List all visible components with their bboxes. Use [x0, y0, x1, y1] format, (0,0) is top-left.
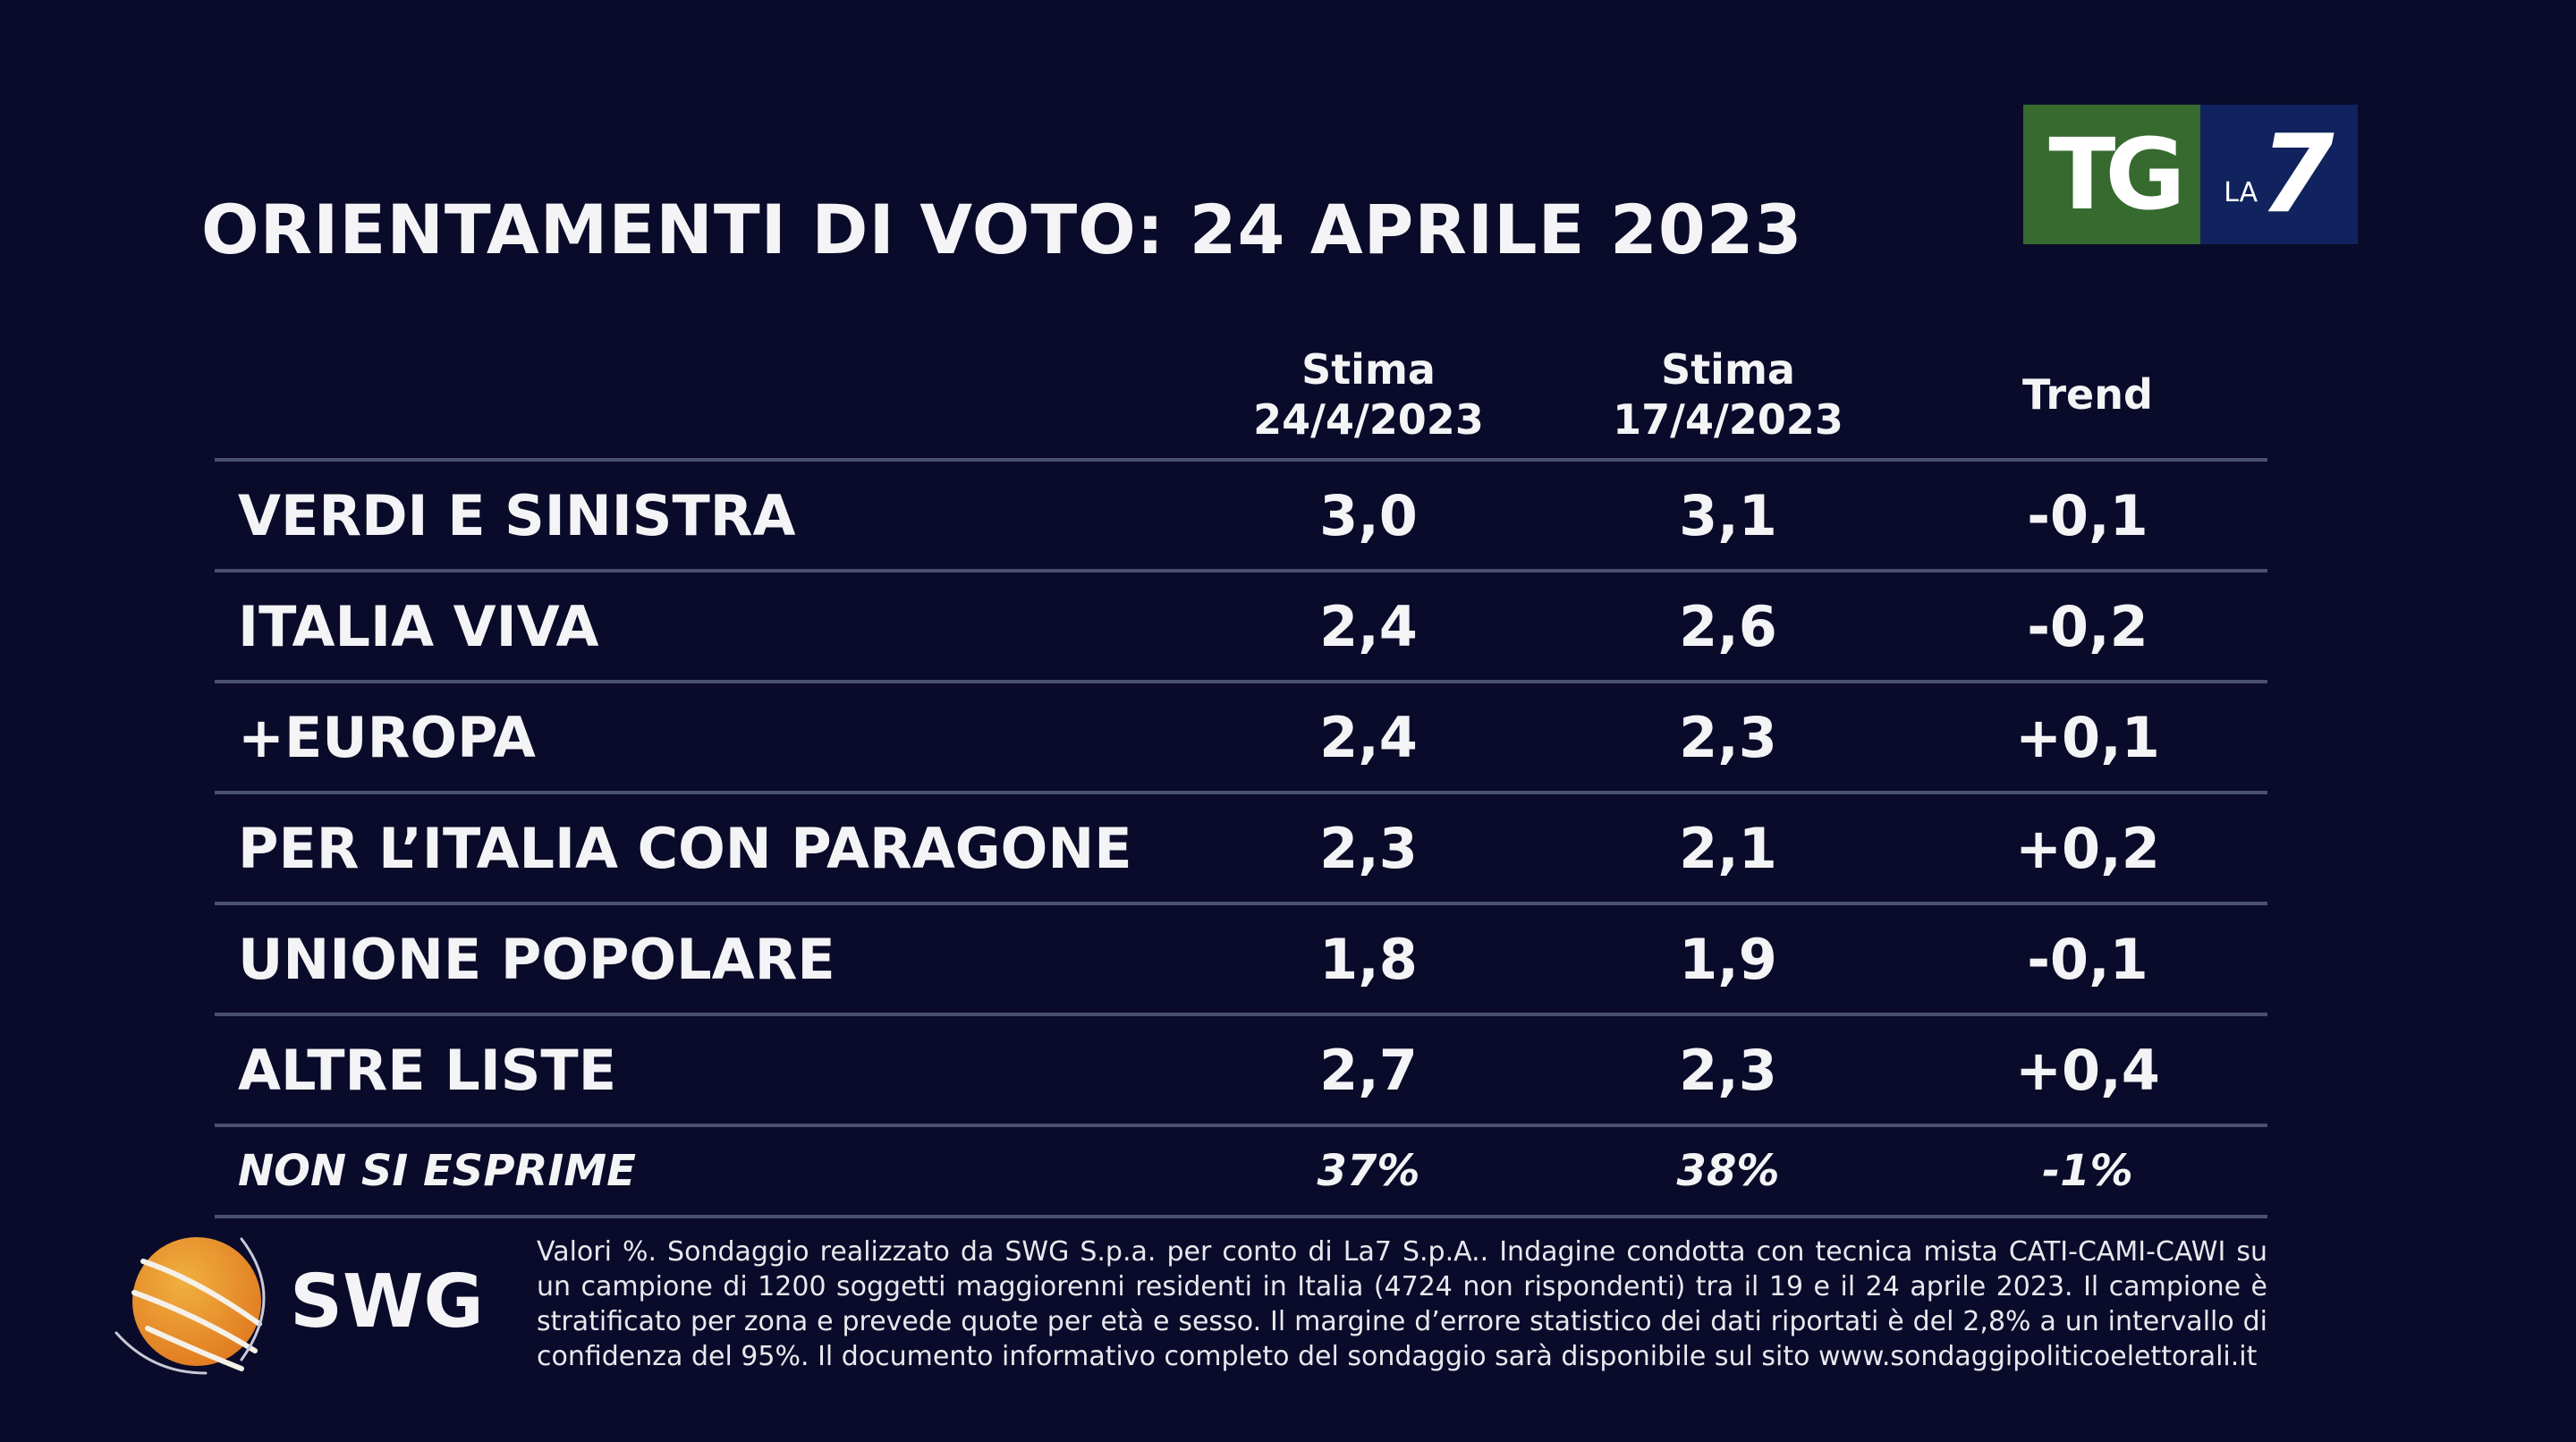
- estimate-previous: 2,3: [1548, 1013, 1908, 1125]
- poll-table: Stima 24/4/2023 Stima 17/4/2023 Trend VERD…: [215, 331, 2267, 1218]
- abstain-row: NON SI ESPRIME 37% 38% -1%: [215, 1124, 2267, 1218]
- tg-logo-part: TG: [2023, 105, 2200, 244]
- party-name: VERDI E SINISTRA: [215, 458, 1189, 571]
- estimate-current: 37%: [1189, 1124, 1548, 1218]
- estimate-current: 2,7: [1189, 1013, 1548, 1125]
- trend-value: +0,1: [1908, 680, 2267, 793]
- column-header-previous: Stima 17/4/2023: [1548, 331, 1908, 462]
- estimate-current: 3,0: [1189, 458, 1548, 571]
- estimate-previous: 1,9: [1548, 902, 1908, 1014]
- trend-value: -0,1: [1908, 458, 2267, 571]
- estimate-previous: 3,1: [1548, 458, 1908, 571]
- swg-logo: SWG: [107, 1226, 484, 1378]
- trend-value: +0,2: [1908, 791, 2267, 903]
- estimate-current: 2,4: [1189, 680, 1548, 793]
- table-row: ALTRE LISTE 2,7 2,3 +0,4: [215, 1013, 2267, 1125]
- estimate-previous: 2,3: [1548, 680, 1908, 793]
- methodology-note: Valori %. Sondaggio realizzato da SWG S.…: [537, 1236, 2267, 1372]
- party-name: +EUROPA: [215, 680, 1189, 793]
- column-header-trend: Trend: [1908, 331, 2267, 462]
- estimate-previous: 2,1: [1548, 791, 1908, 903]
- trend-value: -0,2: [1908, 569, 2267, 682]
- tg-la7-logo: TG LA 7: [2023, 105, 2358, 244]
- page-title: ORIENTAMENTI DI VOTO: 24 APRILE 2023: [201, 190, 1803, 269]
- party-name: NON SI ESPRIME: [215, 1124, 1189, 1218]
- la7-logo-part: LA 7: [2200, 105, 2358, 244]
- trend-value: -0,1: [1908, 902, 2267, 1014]
- table-row: PER L’ITALIA CON PARAGONE 2,3 2,1 +0,2: [215, 791, 2267, 903]
- party-name: UNIONE POPOLARE: [215, 902, 1189, 1014]
- table-row: VERDI E SINISTRA 3,0 3,1 -0,1: [215, 458, 2267, 571]
- party-name: ITALIA VIVA: [215, 569, 1189, 682]
- swg-globe-icon: [114, 1237, 266, 1375]
- trend-value: -1%: [1908, 1124, 2267, 1218]
- swg-brand-name: SWG: [290, 1259, 484, 1344]
- estimate-previous: 38%: [1548, 1124, 1908, 1218]
- table-row: ITALIA VIVA 2,4 2,6 -0,2: [215, 569, 2267, 682]
- estimate-current: 2,4: [1189, 569, 1548, 682]
- party-name: ALTRE LISTE: [215, 1013, 1189, 1125]
- estimate-current: 1,8: [1189, 902, 1548, 1014]
- estimate-previous: 2,6: [1548, 569, 1908, 682]
- table-header-row: Stima 24/4/2023 Stima 17/4/2023 Trend: [215, 331, 2267, 462]
- table-row: UNIONE POPOLARE 1,8 1,9 -0,1: [215, 902, 2267, 1014]
- estimate-current: 2,3: [1189, 791, 1548, 903]
- party-name: PER L’ITALIA CON PARAGONE: [215, 791, 1189, 903]
- party-header: [215, 331, 1189, 462]
- table-row: +EUROPA 2,4 2,3 +0,1: [215, 680, 2267, 793]
- trend-value: +0,4: [1908, 1013, 2267, 1125]
- column-header-current: Stima 24/4/2023: [1189, 331, 1548, 462]
